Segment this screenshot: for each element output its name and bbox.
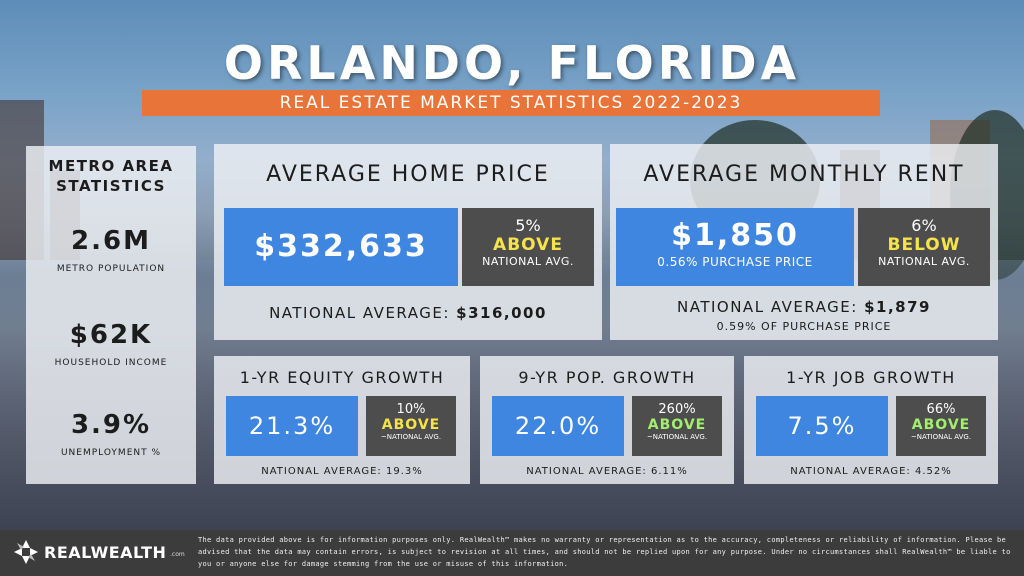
metro-stats-panel: METRO AREA STATISTICS 2.6M METRO POPULAT…: [26, 146, 196, 484]
population-national: NATIONAL AVERAGE: 6.11%: [526, 466, 688, 477]
footer: REALWEALTH .com The data provided above …: [0, 530, 1024, 576]
realwealth-logo-icon: [14, 540, 38, 564]
equity-national: NATIONAL AVERAGE: 19.3%: [261, 466, 423, 477]
rent-national-label: NATIONAL AVERAGE:: [677, 298, 865, 316]
disclaimer-text: The data provided above is for informati…: [198, 536, 1011, 568]
job-compare-box: 66% ABOVE ~NATIONAL AVG.: [896, 396, 986, 456]
rent-compare-dir: BELOW: [887, 235, 961, 255]
metro-population-label: METRO POPULATION: [56, 264, 166, 274]
job-compare-pct: 66%: [926, 402, 956, 417]
rent-compare-label: NATIONAL AVG.: [878, 255, 970, 268]
population-panel: 9-YR POP. GROWTH 22.0% 260% ABOVE ~NATIO…: [480, 356, 734, 484]
page-subtitle: REAL ESTATE MARKET STATISTICS 2022-2023: [142, 90, 880, 116]
equity-compare-pct: 10%: [396, 402, 426, 417]
home-price-compare-dir: ABOVE: [493, 235, 563, 255]
rent-compare-box: 6% BELOW NATIONAL AVG.: [858, 208, 990, 286]
equity-compare-dir: ABOVE: [381, 417, 441, 433]
metro-population-value: 2.6M: [71, 226, 151, 256]
home-price-panel: AVERAGE HOME PRICE $332,633 5% ABOVE NAT…: [214, 144, 602, 340]
page-title: ORLANDO, FLORIDA: [223, 36, 801, 90]
home-price-compare-label: NATIONAL AVG.: [482, 255, 574, 268]
home-price-national-label: NATIONAL AVERAGE:: [269, 304, 457, 322]
rent-national: NATIONAL AVERAGE: $1,879: [610, 298, 998, 316]
job-value: 7.5%: [756, 396, 888, 456]
equity-panel: 1-YR EQUITY GROWTH 21.3% 10% ABOVE ~NATI…: [214, 356, 470, 484]
rent-heading: AVERAGE MONTHLY RENT: [643, 162, 965, 187]
equity-value: 21.3%: [226, 396, 358, 456]
population-value: 22.0%: [492, 396, 624, 456]
population-compare-label: ~NATIONAL AVG.: [646, 433, 708, 441]
rent-value-box: $1,850 0.56% PURCHASE PRICE: [616, 208, 854, 286]
rent-compare-pct: 6%: [911, 216, 937, 235]
population-compare-pct: 260%: [658, 402, 696, 417]
metro-heading: METRO AREA STATISTICS: [26, 156, 196, 196]
job-compare-label: ~NATIONAL AVG.: [910, 433, 972, 441]
job-national: NATIONAL AVERAGE: 4.52%: [790, 466, 952, 477]
population-compare-dir: ABOVE: [647, 417, 707, 433]
unemployment-value: 3.9%: [70, 410, 152, 440]
metro-heading-line2: STATISTICS: [56, 177, 166, 195]
rent-national-sub: 0.59% OF PURCHASE PRICE: [716, 320, 892, 333]
brand-suffix: .com: [170, 551, 185, 558]
home-price-national-value: $316,000: [456, 304, 547, 322]
home-price-compare-box: 5% ABOVE NATIONAL AVG.: [462, 208, 594, 286]
home-price-heading: AVERAGE HOME PRICE: [266, 162, 550, 187]
rent-value-sub: 0.56% PURCHASE PRICE: [657, 255, 813, 269]
rent-national-value: $1,879: [864, 298, 931, 316]
brand-name: REALWEALTH: [44, 543, 167, 562]
equity-compare-label: ~NATIONAL AVG.: [380, 433, 442, 441]
equity-compare-box: 10% ABOVE ~NATIONAL AVG.: [366, 396, 456, 456]
job-heading: 1-YR JOB GROWTH: [786, 368, 956, 387]
population-heading: 9-YR POP. GROWTH: [518, 368, 696, 387]
job-compare-dir: ABOVE: [911, 417, 971, 433]
home-price-value: $332,633: [224, 208, 458, 286]
equity-heading: 1-YR EQUITY GROWTH: [239, 368, 445, 387]
unemployment-label: UNEMPLOYMENT %: [60, 448, 162, 458]
household-income-label: HOUSEHOLD INCOME: [54, 358, 168, 368]
population-compare-box: 260% ABOVE ~NATIONAL AVG.: [632, 396, 722, 456]
home-price-national: NATIONAL AVERAGE: $316,000: [214, 304, 602, 322]
rent-value: $1,850: [671, 218, 799, 253]
metro-heading-line1: METRO AREA: [48, 157, 174, 175]
home-price-compare-pct: 5%: [515, 216, 541, 235]
job-panel: 1-YR JOB GROWTH 7.5% 66% ABOVE ~NATIONAL…: [744, 356, 998, 484]
rent-panel: AVERAGE MONTHLY RENT $1,850 0.56% PURCHA…: [610, 144, 998, 340]
household-income-value: $62K: [69, 320, 153, 350]
